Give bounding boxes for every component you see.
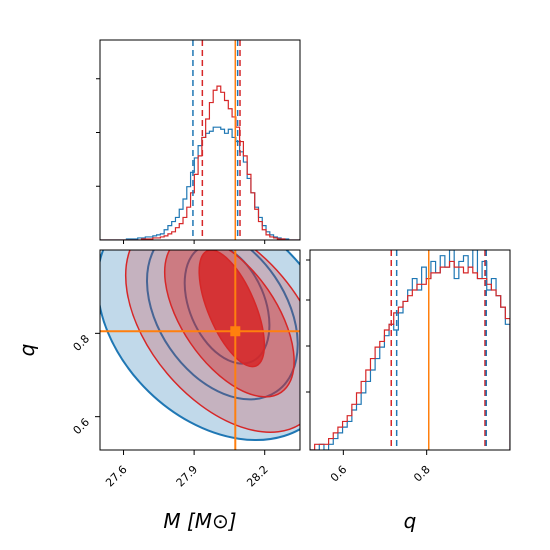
joint-frame <box>99 249 301 451</box>
q-marginal-panel: 0.6 0.8 <box>306 249 511 485</box>
joint-contour-series-1-level-2 <box>146 250 299 401</box>
x-axis-label-q: q <box>404 509 417 533</box>
joint-contour-series-2-level-3 <box>198 250 266 368</box>
q-histogram-series-2 <box>310 260 510 450</box>
joint-truth-marker <box>230 326 241 337</box>
joint-xtick-label-1: 27.6 <box>103 463 130 490</box>
q-histogram-series-1 <box>310 250 510 450</box>
joint-ytick-label-2: 0.8 <box>71 332 93 354</box>
q-xtick-label-1: 0.6 <box>328 463 350 485</box>
y-axis-label-q: q <box>15 344 39 357</box>
joint-xtick-label-2: 27.9 <box>174 463 201 490</box>
joint-panel: 27.6 27.9 28.2 0.6 0.8 <box>71 249 301 490</box>
m-marginal-frame <box>99 39 301 241</box>
q-xtick-label-2: 0.8 <box>411 463 433 485</box>
x-axis-label-m: M [M⊙] <box>163 509 236 533</box>
q-marginal-frame <box>309 249 511 451</box>
joint-ytick-label-1: 0.6 <box>71 416 93 438</box>
m-marginal-panel <box>96 39 301 244</box>
joint-xtick-label-3: 28.2 <box>244 463 271 490</box>
m-histogram-series-2 <box>100 85 300 240</box>
m-histogram-series-1 <box>100 126 300 240</box>
